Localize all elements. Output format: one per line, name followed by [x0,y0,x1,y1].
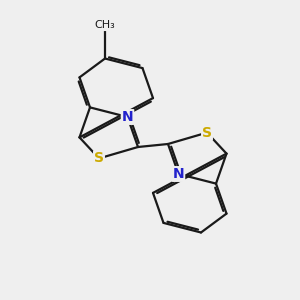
Text: S: S [202,126,212,140]
Text: N: N [122,110,133,124]
Text: S: S [94,152,104,165]
Text: N: N [173,167,184,181]
Text: CH₃: CH₃ [94,20,116,31]
